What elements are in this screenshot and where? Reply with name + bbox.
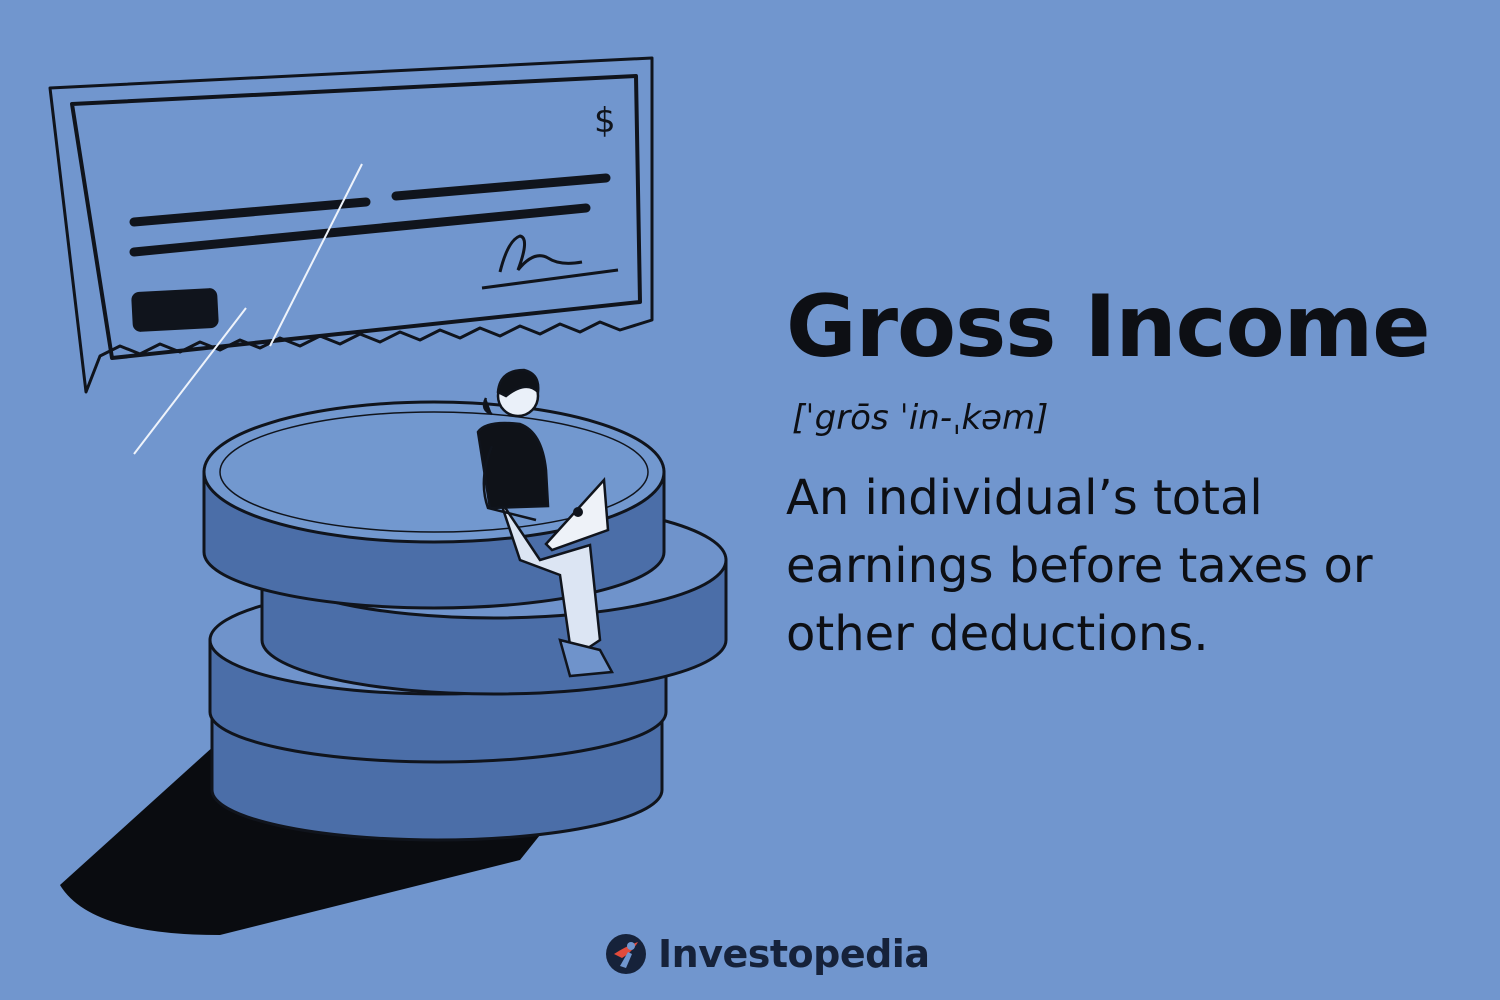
investopedia-brand: Investopedia bbox=[604, 932, 930, 976]
gross-income-illustration: $ bbox=[48, 56, 728, 935]
pronunciation: [ˈgrōs ˈin-ˌkəm] bbox=[792, 398, 1049, 438]
paycheck: $ bbox=[48, 56, 654, 455]
coin-stack bbox=[202, 400, 728, 842]
dollar-sign: $ bbox=[594, 101, 616, 141]
signature bbox=[498, 234, 583, 273]
term-title: Gross Income bbox=[786, 277, 1431, 377]
brand-name: Investopedia bbox=[658, 932, 930, 976]
investopedia-i-logo-icon bbox=[606, 934, 646, 974]
woman-with-laptop bbox=[476, 368, 615, 678]
definition-text: An individual’s total earnings before ta… bbox=[786, 470, 1373, 662]
